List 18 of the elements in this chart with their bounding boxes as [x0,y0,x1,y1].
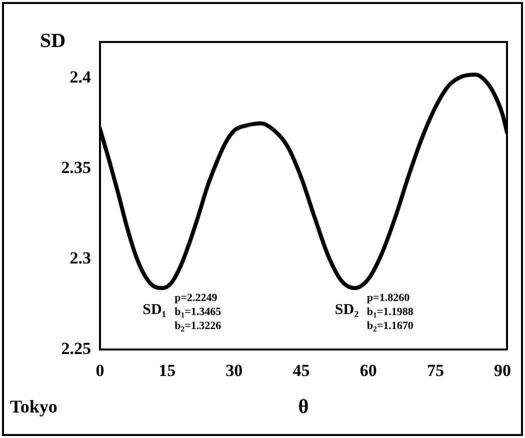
x-tick-label: 30 [226,361,243,380]
annotation: p=1.8260 [366,292,410,304]
annotation: SD₁ [142,302,166,318]
x-tick-label: 15 [158,361,176,380]
x-tick-label: 75 [426,361,444,380]
x-axis-title: θ [298,396,309,418]
x-tick-label: 45 [292,361,310,380]
y-tick-label: 2.3 [70,248,91,268]
x-tick-label: 60 [360,361,377,380]
x-tick-label: 90 [494,361,512,380]
y-tick-label: 2.25 [61,338,91,358]
y-axis-title: SD [40,30,66,52]
text: Tokyo [10,396,58,416]
y-tick-label: 2.35 [61,158,91,178]
y-tick-label: 2.4 [70,68,92,87]
annotation: SD₂ [334,302,360,318]
x-tick-label: 0 [96,361,104,380]
annotation: p=2.2249 [174,292,218,304]
